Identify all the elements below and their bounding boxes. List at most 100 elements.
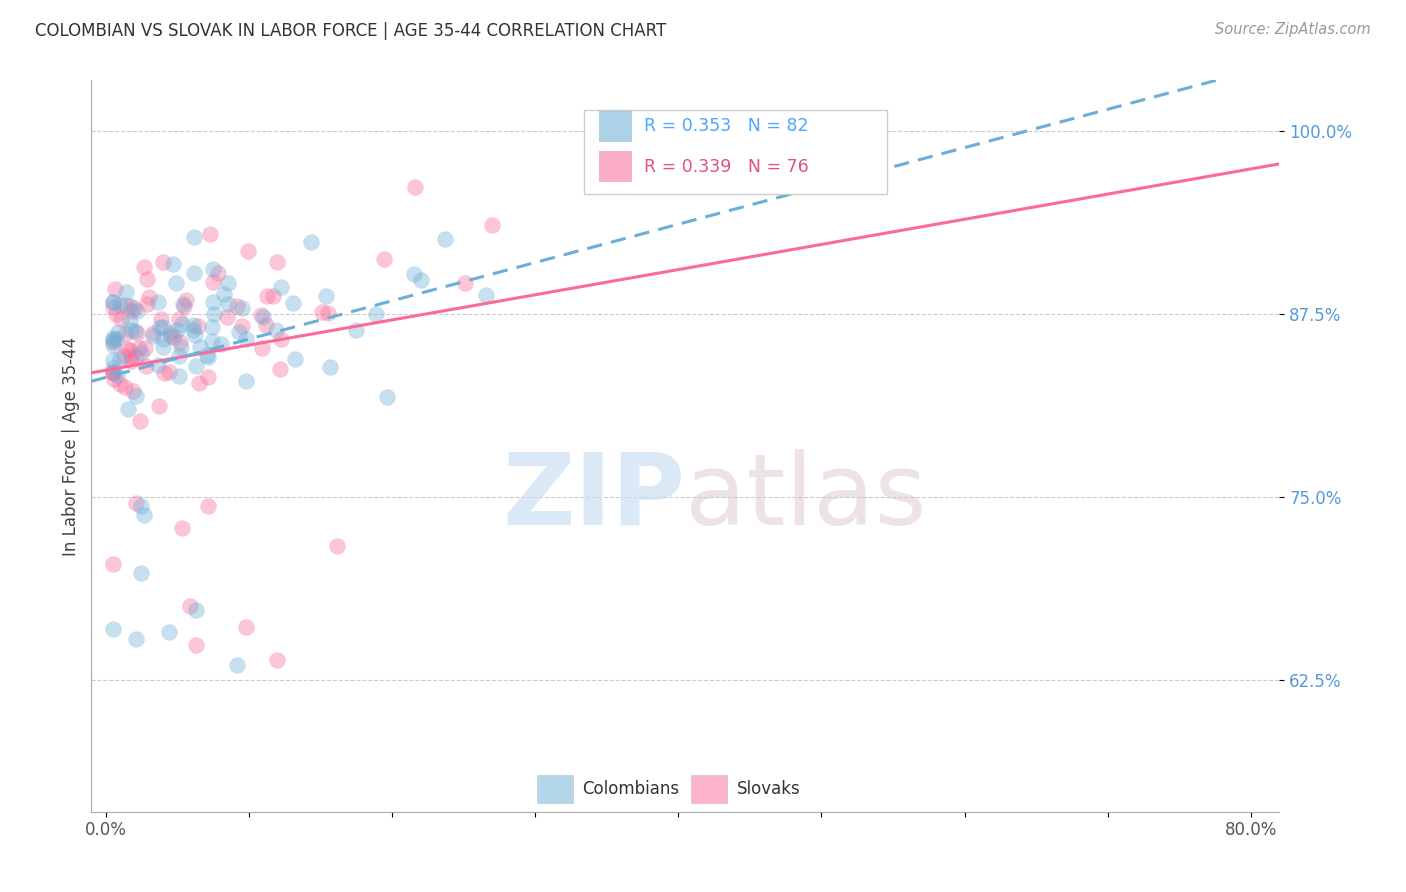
Point <box>209 337 232 351</box>
Point <box>101 622 124 636</box>
Point <box>157 624 180 639</box>
Point <box>101 557 124 571</box>
Point <box>103 360 125 375</box>
Point <box>110 351 132 366</box>
Point <box>172 297 194 311</box>
Point <box>104 332 127 346</box>
Point <box>167 369 190 384</box>
Point <box>163 330 186 344</box>
Point <box>152 332 174 346</box>
Point <box>201 276 224 290</box>
Point <box>183 318 205 332</box>
Point <box>373 252 395 266</box>
Point <box>134 341 156 355</box>
Point <box>207 266 229 280</box>
Point <box>409 272 432 286</box>
Point <box>228 326 250 340</box>
Point <box>266 255 288 269</box>
Point <box>217 310 239 325</box>
Point <box>266 653 288 667</box>
Point <box>124 324 146 338</box>
Point <box>129 500 152 514</box>
Point <box>134 508 156 523</box>
Point <box>202 295 225 310</box>
Point <box>107 325 129 339</box>
Point <box>315 289 337 303</box>
Text: ZIP: ZIP <box>502 449 685 546</box>
Point <box>101 367 124 381</box>
Point <box>201 262 224 277</box>
Point <box>115 285 138 299</box>
Point <box>188 340 211 354</box>
Point <box>120 343 142 358</box>
Point <box>162 256 184 270</box>
Point <box>250 341 273 355</box>
Point <box>101 295 124 310</box>
Point <box>179 599 201 614</box>
Point <box>173 299 195 313</box>
Point <box>256 318 278 332</box>
Point <box>148 400 170 414</box>
Point <box>319 359 342 374</box>
Point <box>120 314 142 328</box>
Point <box>134 260 156 274</box>
Point <box>264 323 287 337</box>
Point <box>122 384 145 398</box>
Text: Slovaks: Slovaks <box>737 780 800 798</box>
Point <box>125 350 148 364</box>
Point <box>197 499 219 513</box>
Point <box>114 298 136 312</box>
Point <box>129 414 152 428</box>
FancyBboxPatch shape <box>692 775 727 803</box>
Y-axis label: In Labor Force | Age 35-44: In Labor Force | Age 35-44 <box>62 336 80 556</box>
Point <box>197 350 219 364</box>
Point <box>344 323 367 337</box>
Point <box>125 632 148 646</box>
Point <box>236 244 259 258</box>
Point <box>169 334 191 349</box>
Point <box>283 296 305 310</box>
Text: atlas: atlas <box>685 449 927 546</box>
Point <box>138 290 160 304</box>
Point <box>110 312 132 326</box>
Point <box>262 289 284 303</box>
Point <box>170 340 193 354</box>
Point <box>128 341 150 355</box>
Point <box>231 301 253 316</box>
Point <box>101 365 124 379</box>
Point <box>167 312 190 326</box>
Point <box>316 306 339 320</box>
Point <box>120 349 142 363</box>
Point <box>136 271 159 285</box>
Point <box>270 279 292 293</box>
Point <box>197 369 219 384</box>
Point <box>150 311 173 326</box>
Point <box>226 299 249 313</box>
Point <box>125 303 148 318</box>
Point <box>157 365 180 379</box>
Point <box>170 521 193 535</box>
Point <box>270 332 292 346</box>
Point <box>103 372 125 386</box>
Point <box>176 293 198 307</box>
Point <box>184 359 207 373</box>
Point <box>183 230 205 244</box>
Point <box>481 218 503 232</box>
Point <box>152 319 174 334</box>
Point <box>184 328 207 343</box>
Point <box>187 318 209 333</box>
Point <box>152 340 174 354</box>
Point <box>135 359 157 373</box>
Point <box>299 235 322 249</box>
Point <box>231 318 253 333</box>
Point <box>454 277 477 291</box>
Point <box>152 254 174 268</box>
Text: Colombians: Colombians <box>582 780 679 798</box>
Point <box>108 376 131 391</box>
Point <box>166 276 188 290</box>
Point <box>142 326 165 340</box>
Point <box>235 619 257 633</box>
Text: R = 0.339   N = 76: R = 0.339 N = 76 <box>644 158 808 176</box>
Point <box>212 286 235 301</box>
Point <box>404 180 426 194</box>
